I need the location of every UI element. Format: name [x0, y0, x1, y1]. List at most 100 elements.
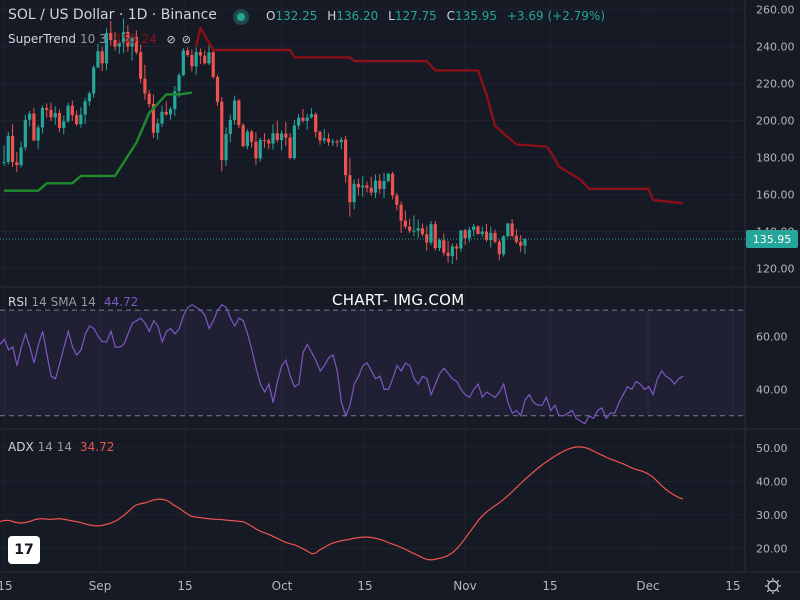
candle-body[interactable] [501, 236, 506, 255]
candle-body[interactable] [446, 252, 450, 257]
candle-body[interactable] [181, 50, 185, 76]
candle-body[interactable] [292, 125, 296, 159]
candle-body[interactable] [472, 226, 476, 230]
tradingview-logo-icon[interactable]: 17 [8, 536, 40, 564]
candle-body[interactable] [356, 183, 361, 188]
candle-body[interactable] [361, 185, 365, 188]
candle-body[interactable] [220, 101, 224, 161]
candle-body[interactable] [352, 183, 356, 203]
candle-body[interactable] [232, 100, 237, 120]
chart-title[interactable]: SOL / US Dollar · 1D · Binance [8, 7, 217, 23]
candle-body[interactable] [173, 91, 177, 110]
candle-body[interactable] [476, 226, 480, 235]
candle-body[interactable] [241, 125, 245, 147]
candle-body[interactable] [160, 111, 164, 124]
candle-body[interactable] [130, 36, 134, 47]
candle-body[interactable] [74, 115, 79, 125]
candle-body[interactable] [425, 234, 429, 243]
candle-body[interactable] [399, 204, 403, 221]
candle-body[interactable] [96, 51, 100, 68]
candle-body[interactable] [416, 228, 420, 231]
candle-body[interactable] [23, 119, 27, 148]
candle-body[interactable] [164, 111, 168, 115]
candle-body[interactable] [224, 134, 228, 161]
candle-body[interactable] [147, 93, 151, 105]
candle-body[interactable] [49, 109, 53, 118]
candle-body[interactable] [177, 75, 181, 92]
eye-icon[interactable]: ⊘ [166, 33, 176, 46]
candle-body[interactable] [412, 230, 416, 232]
candle-body[interactable] [331, 141, 335, 143]
candle-body[interactable] [15, 162, 19, 166]
candle-body[interactable] [32, 113, 36, 141]
candle-body[interactable] [463, 230, 467, 239]
gear-icon[interactable]: ⊘ [181, 33, 191, 46]
candle-body[interactable] [134, 36, 138, 53]
candle-body[interactable] [117, 43, 121, 47]
candle-body[interactable] [250, 131, 254, 142]
candle-body[interactable] [254, 141, 258, 159]
candle-body[interactable] [459, 230, 463, 249]
candle-body[interactable] [420, 228, 425, 235]
candle-body[interactable] [322, 138, 326, 141]
candle-body[interactable] [403, 220, 407, 227]
candle-body[interactable] [373, 180, 378, 193]
rsi-pane[interactable] [0, 304, 745, 425]
candle-body[interactable] [275, 133, 279, 140]
candle-body[interactable] [156, 123, 160, 133]
candle-body[interactable] [215, 76, 220, 102]
candle-body[interactable] [484, 231, 489, 240]
candle-body[interactable] [66, 105, 70, 122]
candle-body[interactable] [53, 112, 57, 118]
candle-body[interactable] [455, 246, 459, 249]
candle-body[interactable] [36, 127, 40, 141]
candle-body[interactable] [335, 141, 339, 143]
candle-body[interactable] [45, 107, 49, 110]
candle-body[interactable] [113, 39, 117, 47]
price-pane[interactable] [0, 18, 745, 265]
rsi-legend[interactable]: RSI 14 SMA 14 44.72 [8, 295, 138, 309]
candle-body[interactable] [395, 195, 399, 205]
candle-body[interactable] [429, 224, 433, 243]
candle-body[interactable] [348, 175, 352, 203]
candle-body[interactable] [57, 112, 62, 128]
candle-body[interactable] [326, 138, 331, 143]
candle-body[interactable] [480, 231, 484, 235]
candle-body[interactable] [121, 32, 126, 44]
candle-body[interactable] [207, 52, 211, 64]
candle-body[interactable] [523, 238, 527, 246]
candle-body[interactable] [28, 113, 32, 120]
candle-body[interactable] [109, 32, 113, 40]
candle-body[interactable] [2, 162, 6, 164]
candle-body[interactable] [339, 139, 343, 143]
candle-body[interactable] [228, 119, 232, 135]
candle-body[interactable] [305, 117, 309, 121]
candle-body[interactable] [237, 100, 241, 126]
candle-body[interactable] [318, 132, 322, 141]
candle-body[interactable] [267, 140, 271, 144]
candle-body[interactable] [100, 51, 104, 64]
candle-body[interactable] [369, 187, 373, 193]
candle-body[interactable] [450, 246, 454, 257]
candle-body[interactable] [390, 173, 395, 196]
candle-body[interactable] [497, 241, 501, 255]
candle-body[interactable] [493, 232, 497, 242]
candle-body[interactable] [442, 240, 446, 253]
candle-body[interactable] [437, 240, 442, 249]
candle-body[interactable] [10, 135, 15, 163]
candle-body[interactable] [126, 32, 130, 47]
candle-body[interactable] [258, 139, 262, 159]
candle-body[interactable] [70, 105, 74, 116]
candle-body[interactable] [211, 52, 215, 77]
candle-body[interactable] [168, 109, 173, 115]
candle-body[interactable] [386, 173, 390, 182]
adx-pane[interactable] [0, 446, 684, 561]
candle-body[interactable] [467, 229, 472, 239]
settings-icon[interactable] [765, 578, 781, 594]
candle-body[interactable] [245, 131, 249, 147]
candle-body[interactable] [203, 55, 207, 64]
candle-body[interactable] [62, 121, 66, 128]
candle-body[interactable] [79, 114, 83, 125]
